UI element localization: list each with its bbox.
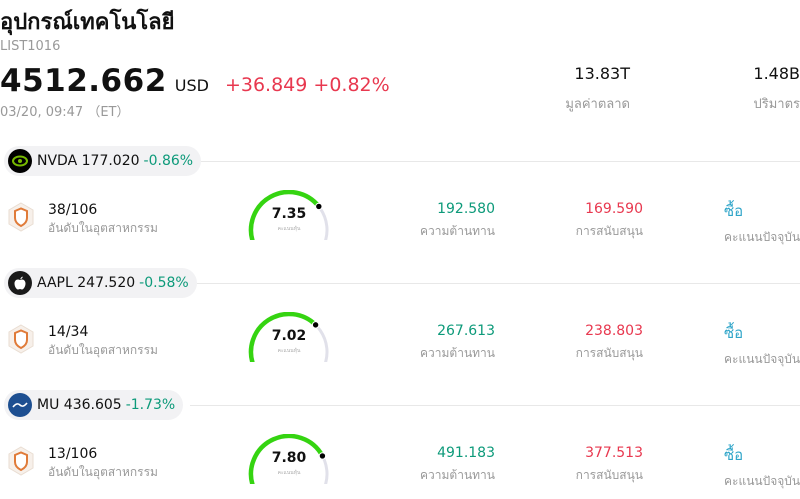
rank-badge-icon <box>6 324 36 354</box>
support-label: การสนับสนุน <box>575 224 643 238</box>
support-block: 169.590 การสนับสนุน <box>576 201 643 241</box>
stock-score-label: คะแนนหุ้น <box>277 348 301 354</box>
gauge-fill <box>248 190 322 240</box>
recommendation-label: คะแนนปัจจุบัน <box>724 352 800 366</box>
market-cap-label: มูลค่าตลาด <box>565 97 630 112</box>
stock-score: 7.02 <box>271 328 307 344</box>
index-change: +36.849 +0.82% <box>224 74 390 96</box>
stock-change: -0.58% <box>139 275 189 291</box>
resistance-value: 192.580 <box>437 201 495 217</box>
stock-ticker: NVDA <box>37 153 78 169</box>
stock-ticker: AAPL <box>37 275 73 291</box>
support-value: 169.590 <box>585 201 643 217</box>
resistance-block: 192.580 ความต้านทาน <box>420 201 495 241</box>
stock-price: 177.020 <box>81 153 140 169</box>
stock-change: -0.86% <box>143 153 194 169</box>
stock-pill-nvda[interactable]: NVDA 177.020 -0.86% <box>4 146 202 176</box>
currency: USD <box>174 76 209 95</box>
resistance-label: ความต้านทาน <box>420 346 495 360</box>
resistance-value: 491.183 <box>437 445 495 461</box>
page-title: อุปกรณ์เทคโนโลยี <box>0 10 175 35</box>
resistance-block: 491.183 ความต้านทาน <box>420 445 495 485</box>
apple-logo-icon <box>8 271 32 295</box>
stock-score-gauge: 7.02 คะแนนหุ้น <box>244 312 334 362</box>
market-cap-stat: 13.83T มูลค่าตลาด <box>565 64 630 114</box>
stock-change: -1.73% <box>125 397 176 413</box>
section-divider <box>190 161 800 162</box>
recommendation-block[interactable]: ซื้อ คะแนนปัจจุบัน <box>724 199 800 247</box>
micron-logo-icon <box>8 393 32 417</box>
nvidia-logo-icon <box>8 149 32 173</box>
stock-score: 7.35 <box>271 206 307 222</box>
timestamp: 03/20, 09:47 （ET） <box>0 105 130 120</box>
industry-rank-label: อันดับในอุตสาหกรรม <box>48 465 158 479</box>
stock-score-label: คะแนนหุ้น <box>277 226 301 232</box>
support-block: 377.513 การสนับสนุน <box>576 445 643 485</box>
industry-rank-label: อันดับในอุตสาหกรรม <box>48 221 158 235</box>
stock-price: 436.605 <box>63 397 122 413</box>
volume-stat: 1.48B ปริมาตร <box>753 64 800 114</box>
support-value: 238.803 <box>585 323 643 339</box>
recommendation-block[interactable]: ซื้อ คะแนนปัจจุบัน <box>724 321 800 369</box>
stock-ticker: MU <box>37 397 60 413</box>
index-price: 4512.662 <box>0 63 167 99</box>
stock-pill-mu[interactable]: MU 436.605 -1.73% <box>4 390 184 420</box>
industry-rank: 38/106 <box>48 202 98 218</box>
gauge-fill <box>248 312 318 362</box>
support-value: 377.513 <box>585 445 643 461</box>
gauge-fill <box>248 434 325 484</box>
recommendation-value: ซื้อ <box>724 324 744 342</box>
resistance-label: ความต้านทาน <box>420 224 495 238</box>
stock-score: 7.80 <box>271 450 307 466</box>
industry-rank-label: อันดับในอุตสาหกรรม <box>48 343 158 357</box>
resistance-value: 267.613 <box>437 323 495 339</box>
stock-pill-aapl[interactable]: AAPL 247.520 -0.58% <box>4 268 197 298</box>
gauge-marker <box>318 452 327 460</box>
support-label: การสนับสนุน <box>575 468 643 482</box>
section-divider <box>190 405 800 406</box>
recommendation-label: คะแนนปัจจุบัน <box>724 474 800 488</box>
section-divider <box>190 283 800 284</box>
stock-score-label: คะแนนหุ้น <box>277 470 301 476</box>
recommendation-block[interactable]: ซื้อ คะแนนปัจจุบัน <box>724 443 800 491</box>
volume-label: ปริมาตร <box>753 97 800 112</box>
market-cap-value: 13.83T <box>574 64 630 83</box>
rank-badge-icon <box>6 202 36 232</box>
recommendation-value: ซื้อ <box>724 202 744 220</box>
gauge-marker <box>315 202 323 211</box>
recommendation-label: คะแนนปัจจุบัน <box>724 230 800 244</box>
resistance-block: 267.613 ความต้านทาน <box>420 323 495 363</box>
list-code: LIST1016 <box>0 39 61 54</box>
volume-value: 1.48B <box>753 64 800 83</box>
industry-rank: 14/34 <box>48 324 89 340</box>
support-label: การสนับสนุน <box>575 346 643 360</box>
price-row: 4512.662 USD +36.849 +0.82% <box>0 63 390 99</box>
support-block: 238.803 การสนับสนุน <box>576 323 643 363</box>
industry-rank: 13/106 <box>48 446 98 462</box>
recommendation-value: ซื้อ <box>724 446 744 464</box>
resistance-label: ความต้านทาน <box>420 468 495 482</box>
rank-badge-icon <box>6 446 36 476</box>
stock-score-gauge: 7.35 คะแนนหุ้น <box>244 190 334 240</box>
stock-price: 247.520 <box>77 275 136 291</box>
gauge-marker <box>311 321 320 329</box>
stock-score-gauge: 7.80 คะแนนหุ้น <box>244 434 334 484</box>
